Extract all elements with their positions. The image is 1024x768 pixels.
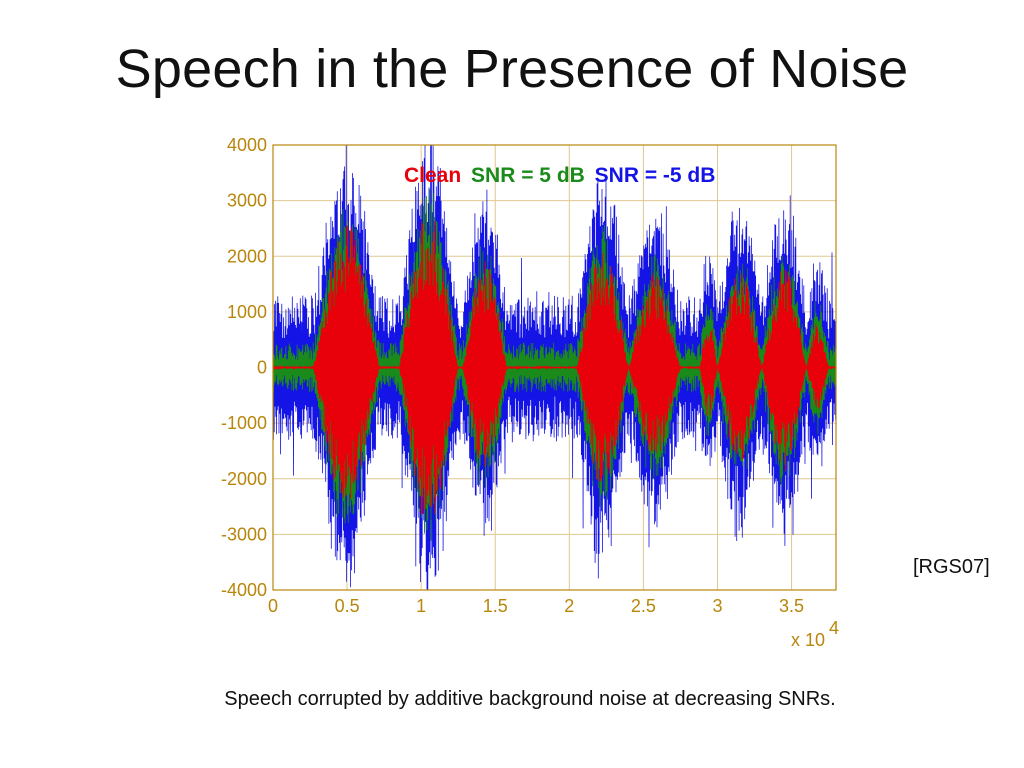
series-clean-line	[272, 221, 837, 515]
y-tick-label: -1000	[221, 413, 267, 433]
y-tick-label: 3000	[227, 191, 267, 211]
x-tick-label: 3.5	[779, 596, 804, 616]
x-tick-label: 0	[268, 596, 278, 616]
slide-title: Speech in the Presence of Noise	[115, 39, 909, 99]
x-tick-label: 3	[712, 596, 722, 616]
y-tick-label: -3000	[221, 524, 267, 544]
y-tick-label: 2000	[227, 246, 267, 266]
caption: Speech corrupted by additive background …	[224, 688, 836, 710]
legend-snr-5db: SNR = 5 dB	[471, 164, 585, 187]
citation: [RGS07]	[913, 556, 990, 578]
x-tick-label: 0.5	[335, 596, 360, 616]
y-tick-label: 0	[257, 358, 267, 378]
x-tick-label: 2	[564, 596, 574, 616]
x-multiplier-label: x 10	[791, 630, 825, 650]
x-tick-label: 1	[416, 596, 426, 616]
y-tick-label: 4000	[227, 135, 267, 155]
plot-frame	[272, 144, 837, 591]
chart-legend: Clean SNR = 5 dB SNR = -5 dB	[404, 164, 719, 188]
legend-clean: Clean	[404, 164, 462, 187]
chart-waveforms	[272, 144, 837, 591]
y-tick-label: -2000	[221, 469, 267, 489]
chart-axes	[272, 144, 837, 591]
x-tick-label: 2.5	[631, 596, 656, 616]
y-tick-label: -4000	[221, 580, 267, 600]
y-tick-label: 1000	[227, 302, 267, 322]
legend-snr-minus5db: SNR = -5 dB	[594, 164, 716, 187]
x-multiplier-exponent: 4	[829, 618, 839, 638]
x-tick-label: 1.5	[483, 596, 508, 616]
